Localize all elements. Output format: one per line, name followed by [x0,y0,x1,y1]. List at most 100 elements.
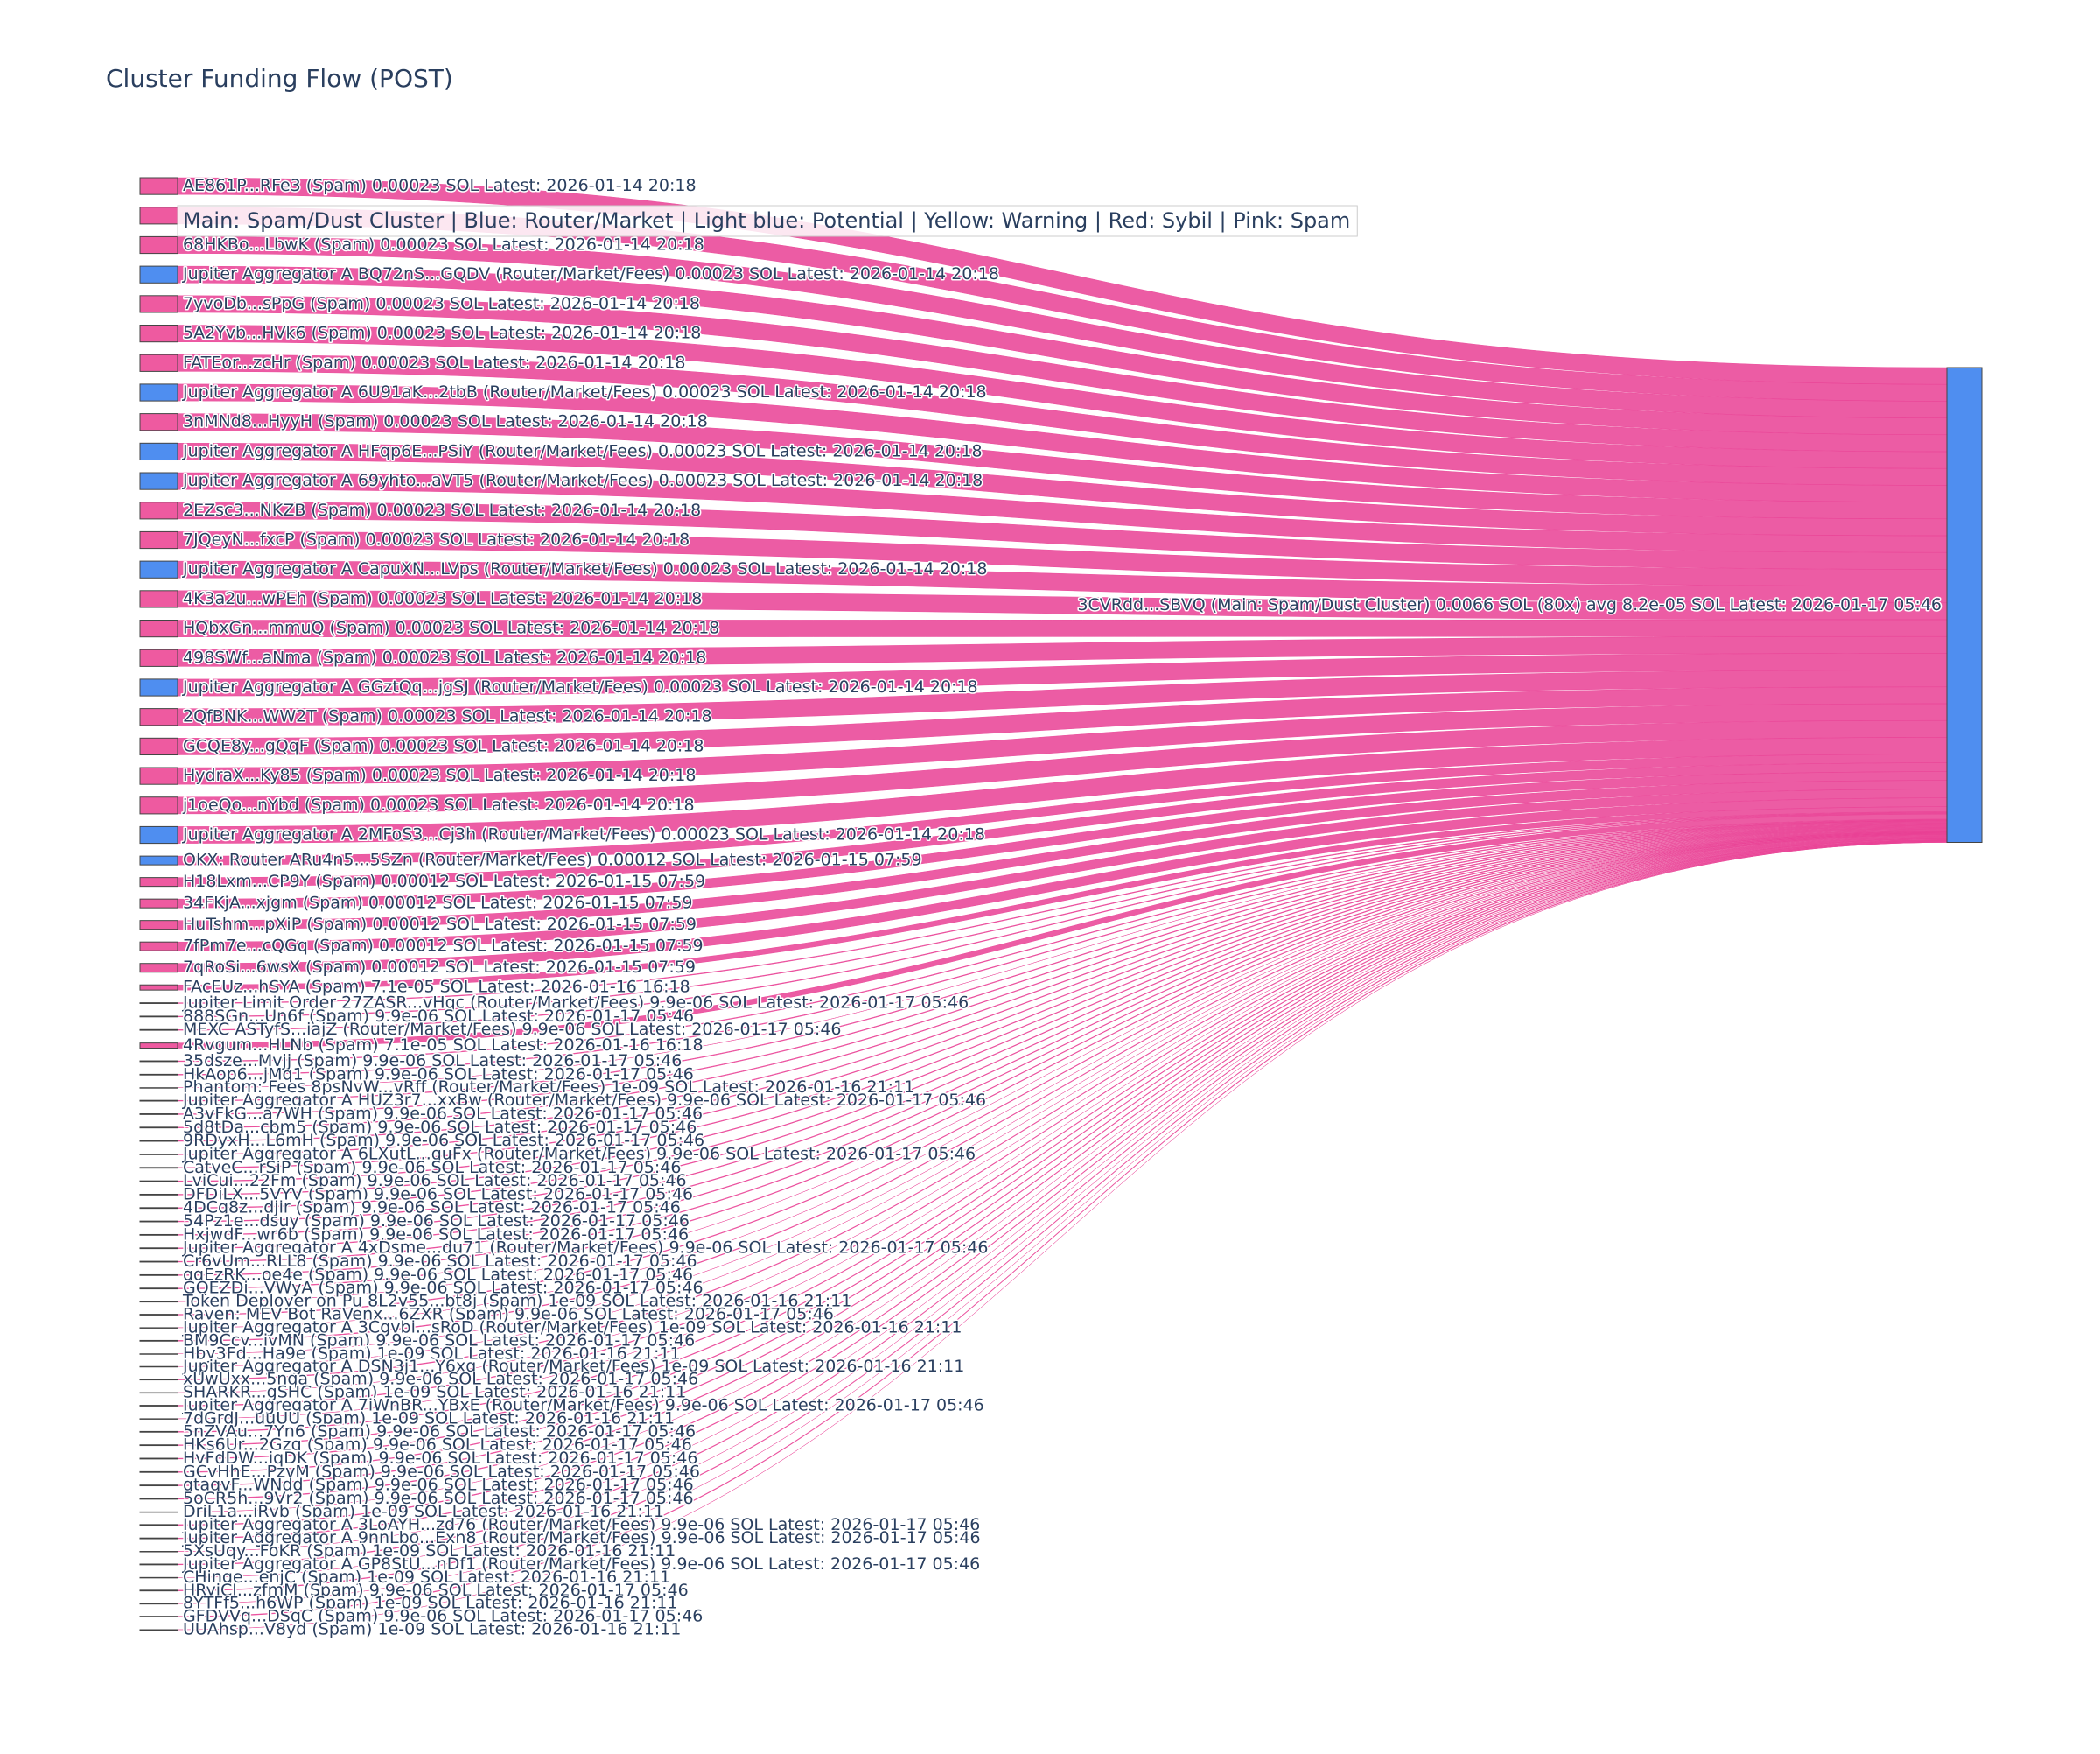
source-node [139,1365,178,1368]
node-label: 888SGn...Un6f (Spam) 9.9e-06 SOL Latest:… [183,1007,694,1026]
source-node [139,1113,178,1115]
chart-title: Cluster Funding Flow (POST) [106,64,453,93]
node-label: H18Lxm...CP9Y (Spam) 0.00012 SOL Latest:… [183,872,705,891]
source-node [139,1551,178,1553]
node-label: Jupiter Aggregator A 7iWnBR...YBxE (Rout… [182,1395,984,1414]
node-label: 7qRoSi...6wsX (Spam) 0.00012 SOL Latest:… [183,958,696,977]
source-node [139,649,178,667]
source-node [139,530,178,550]
source-node [139,207,178,225]
node-label: 4DCq8z...djir (Spam) 9.9e-06 SOL Latest:… [183,1198,681,1217]
source-node [139,620,178,638]
node-label: 4K3a2u...wPEh (Spam) 0.00023 SOL Latest:… [183,589,702,608]
source-node [139,1260,178,1263]
source-node [139,1233,178,1236]
node-label: HydraX...Ky85 (Spam) 0.00023 SOL Latest:… [183,766,696,785]
source-node [139,354,178,372]
node-label: 2EZsc3...NKZB (Spam) 0.00023 SOL Latest:… [183,501,701,520]
source-node [139,1220,178,1223]
source-node [139,413,178,431]
source-node [139,1193,178,1196]
node-label: 7fPm7e...cQGq (Spam) 0.00012 SOL Latest:… [183,937,704,956]
node-label: CatyeC...rSiP (Spam) 9.9e-06 SOL Latest:… [183,1158,681,1177]
source-node [139,177,178,195]
source-node [139,1430,178,1433]
source-node [139,1379,178,1381]
links [177,177,1948,1631]
annotation-box [177,205,1358,237]
source-node [139,1287,178,1290]
source-node [139,877,178,888]
source-node [139,1353,178,1355]
source-node [139,1589,178,1592]
source-node [139,1042,178,1049]
node-label: FATEor...zcHr (Spam) 0.00023 SOL Latest:… [183,353,685,372]
source-node [139,1444,178,1447]
node-label: OKX: Router ARu4n5...5SZn (Router/Market… [183,851,922,870]
source-node [139,1140,178,1142]
node-label: LviCui...22Fm (Spam) 9.9e-06 SOL Latest:… [183,1171,687,1190]
node-label: 5nZVAu...7Yn6 (Spam) 9.9e-06 SOL Latest:… [183,1421,696,1441]
node-label: qqEzRK...oe4e (Spam) 9.9e-06 SOL Latest:… [183,1265,693,1284]
node-label: FAcEUz...hSYA (Spam) 7.1e-05 SOL Latest:… [183,978,690,997]
node-label: BM9Ccy...jvMN (Spam) 9.9e-06 SOL Latest:… [183,1330,695,1350]
source-node [139,560,178,579]
source-node [139,898,178,909]
source-node [139,963,178,973]
node-label: 7dGrdJ...uuUU (Spam) 1e-09 SOL Latest: 2… [183,1408,675,1428]
source-node [139,502,178,520]
node-label: HkAop6...jMq1 (Spam) 9.9e-06 SOL Latest:… [183,1064,694,1084]
source-node [139,796,178,815]
node-label: HQbxGn...mmuQ (Spam) 0.00023 SOL Latest:… [183,619,719,638]
source-node [139,678,178,697]
source-node [139,1498,178,1500]
node-label: HKs6Ur...2Gzq (Spam) 9.9e-06 SOL Latest:… [183,1435,692,1455]
node-label: GFDVVq...DSqC (Spam) 9.9e-06 SOL Latest:… [183,1607,703,1626]
source-node [139,941,178,951]
source-node [139,825,178,845]
node-label: DFDiLX...5VYV (Spam) 9.9e-06 SOL Latest:… [183,1184,693,1203]
node-label: 34FKjA...xjgm (Spam) 0.00012 SOL Latest:… [183,894,693,913]
source-node [139,708,178,726]
source-node [139,1629,178,1631]
node-label: Raven: MEV Bot RaVenx...6ZXR (Spam) 9.9e… [183,1305,834,1324]
source-node [139,442,178,461]
node-label: Jupiter Aggregator A 6U91aK...2tbB (Rout… [182,382,987,402]
source-node [139,295,178,313]
node-label: Jupiter Aggregator A 3LoAYH...zd76 (Rout… [182,1515,980,1534]
node-label: SHARKR...gSHC (Spam) 1e-09 SOL Latest: 2… [183,1383,686,1402]
node-label: 8YTFf5...h6WP (Spam) 1e-09 SOL Latest: 2… [183,1594,678,1613]
source-node [139,1339,178,1342]
source-node [139,235,178,255]
target-node [1946,367,1983,843]
node-label: Jupiter Limit Order 27ZASR...vHqc (Route… [182,993,969,1013]
node-label: qtaqvF...WNdd (Spam) 9.9e-06 SOL Latest:… [183,1476,694,1495]
source-node [139,1002,178,1004]
node-label: Jupiter Aggregator A 4xDsme...du71 (Rout… [182,1238,988,1258]
source-node [139,1087,178,1089]
source-node [139,1418,178,1420]
nodes [139,177,1983,1631]
node-label: Jupiter Aggregator A GP8StU...nDf1 (Rout… [182,1554,980,1574]
source-node [139,1028,178,1031]
node-label: Jupiter Aggregator A HFqp6E...PSiY (Rout… [182,441,983,460]
node-label: HuTshm...pXiP (Spam) 0.00012 SOL Latest:… [183,915,696,934]
node-label: 5oCR5h...9Vr2 (Spam) 9.9e-06 SOL Latest:… [183,1489,694,1508]
node-label: Jupiter Aggregator A HUZ3r7...xxBw (Rout… [182,1091,986,1110]
node-label: 498SWf...aNma (Spam) 0.00023 SOL Latest:… [183,648,706,667]
source-node [139,1099,178,1102]
source-node [139,1073,178,1076]
node-label: Phantom: Fees 8psNvW...vRff (Router/Mark… [183,1077,914,1097]
source-node [139,1484,178,1487]
node-label: 5A2Yvb...HVk6 (Spam) 0.00023 SOL Latest:… [183,324,701,343]
node-label: xUwUxx...5nqa (Spam) 9.9e-06 SOL Latest:… [183,1370,698,1389]
node-label: 3CVRdd...SBVQ (Main: Spam/Dust Cluster) … [1077,595,1942,614]
source-node [139,472,178,490]
source-node [139,1314,178,1316]
node-label: GCvHhE...PzvM (Spam) 9.9e-06 SOL Latest:… [183,1462,700,1481]
source-node [139,1207,178,1210]
node-label: Jupiter Aggregator A CapuXN...LVps (Rout… [182,559,987,579]
node-label: 9RDyxH...L6mH (Spam) 9.9e-06 SOL Latest:… [183,1131,704,1150]
source-node [139,737,178,756]
